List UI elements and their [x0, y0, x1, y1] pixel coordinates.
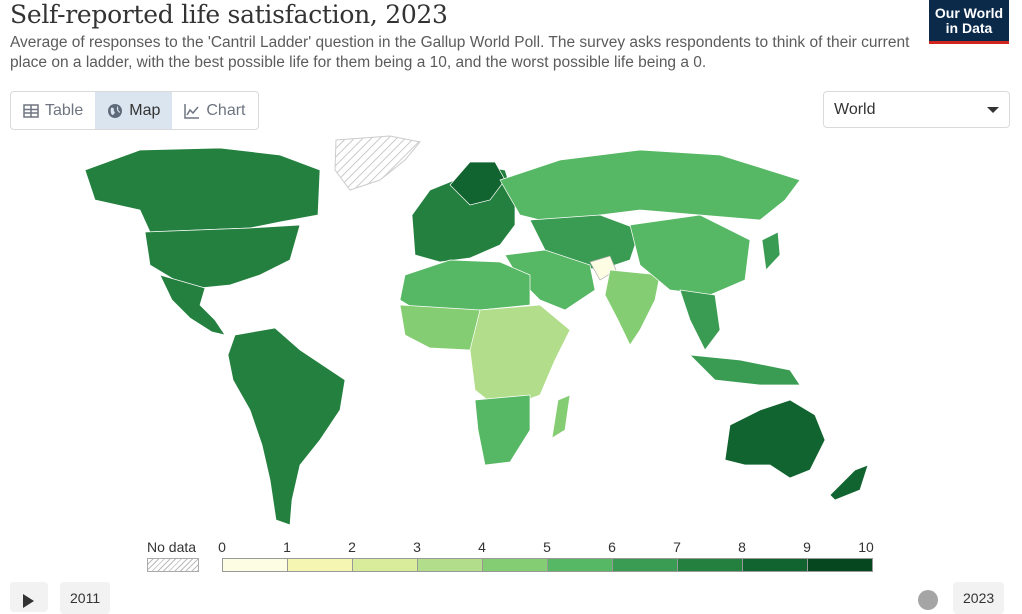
legend-tick: 2 — [348, 539, 356, 555]
legend-swatch-7[interactable] — [678, 559, 743, 571]
legend-tick: 8 — [738, 539, 746, 555]
legend-swatch-8[interactable] — [743, 559, 808, 571]
tab-map-label: Map — [129, 101, 161, 119]
region-select[interactable]: World — [823, 91, 1010, 128]
legend-swatch-2[interactable] — [353, 559, 418, 571]
legend-tick: 5 — [543, 539, 551, 555]
legend-tick: 9 — [803, 539, 811, 555]
country-china[interactable] — [629, 214, 751, 296]
legend-swatch-1[interactable] — [288, 559, 353, 571]
country-madagascar[interactable] — [551, 394, 571, 439]
region-southeast-asia[interactable] — [679, 289, 721, 351]
country-australia[interactable] — [724, 399, 826, 479]
page-title: Self-reported life satisfaction, 2023 — [10, 0, 448, 29]
tab-table-label: Table — [45, 101, 84, 119]
legend-swatch-0[interactable] — [223, 559, 288, 571]
legend-tick: 3 — [413, 539, 421, 555]
country-new-zealand[interactable] — [829, 464, 869, 501]
legend-swatch-4[interactable] — [483, 559, 548, 571]
region-select-value: World — [834, 100, 876, 118]
logo-line-1: Our World — [934, 5, 1004, 21]
line-chart-icon — [184, 103, 200, 119]
chevron-down-icon — [987, 106, 999, 113]
region-south-america[interactable] — [227, 327, 346, 526]
timeline-start-year[interactable]: 2011 — [60, 582, 111, 614]
page-subtitle: Average of responses to the 'Cantril Lad… — [10, 34, 910, 71]
legend-tick: 4 — [478, 539, 486, 555]
region-indonesia[interactable] — [689, 354, 801, 386]
timeline-handle[interactable] — [918, 590, 938, 610]
legend-swatch-3[interactable] — [418, 559, 483, 571]
view-tabs: Table Map Chart — [10, 91, 259, 130]
country-usa[interactable] — [144, 224, 301, 289]
country-canada[interactable] — [84, 147, 321, 233]
play-icon — [23, 594, 34, 608]
region-central-east-africa[interactable] — [469, 304, 571, 411]
table-icon — [23, 103, 39, 118]
country-japan[interactable] — [761, 231, 781, 271]
legend-swatch-5[interactable] — [548, 559, 613, 571]
region-north-africa[interactable] — [399, 259, 531, 313]
tab-map[interactable]: Map — [95, 92, 173, 129]
tab-chart-label: Chart — [206, 101, 246, 119]
world-map[interactable] — [0, 132, 1022, 537]
tab-table[interactable]: Table — [11, 92, 95, 129]
tab-chart[interactable]: Chart — [172, 92, 257, 129]
country-mexico[interactable] — [159, 274, 226, 336]
region-southern-africa[interactable] — [474, 394, 531, 466]
owid-logo[interactable]: Our World in Data — [929, 0, 1009, 44]
country-greenland[interactable] — [334, 135, 421, 191]
legend-tick: 7 — [673, 539, 681, 555]
legend-swatch-6[interactable] — [613, 559, 678, 571]
legend-tick: 1 — [283, 539, 291, 555]
legend-tick: 10 — [858, 539, 874, 555]
legend-no-data-label: No data — [147, 539, 197, 555]
logo-line-2: in Data — [945, 20, 993, 36]
country-russia[interactable] — [499, 149, 801, 226]
legend-color-scale — [222, 558, 873, 572]
legend-tick: 6 — [608, 539, 616, 555]
legend-tick: 0 — [218, 539, 226, 555]
country-india[interactable] — [604, 269, 661, 346]
legend-no-data-swatch — [147, 558, 199, 572]
legend-swatch-9[interactable] — [808, 559, 872, 571]
timeline-end-year[interactable]: 2023 — [953, 582, 1005, 614]
globe-icon — [108, 103, 123, 118]
